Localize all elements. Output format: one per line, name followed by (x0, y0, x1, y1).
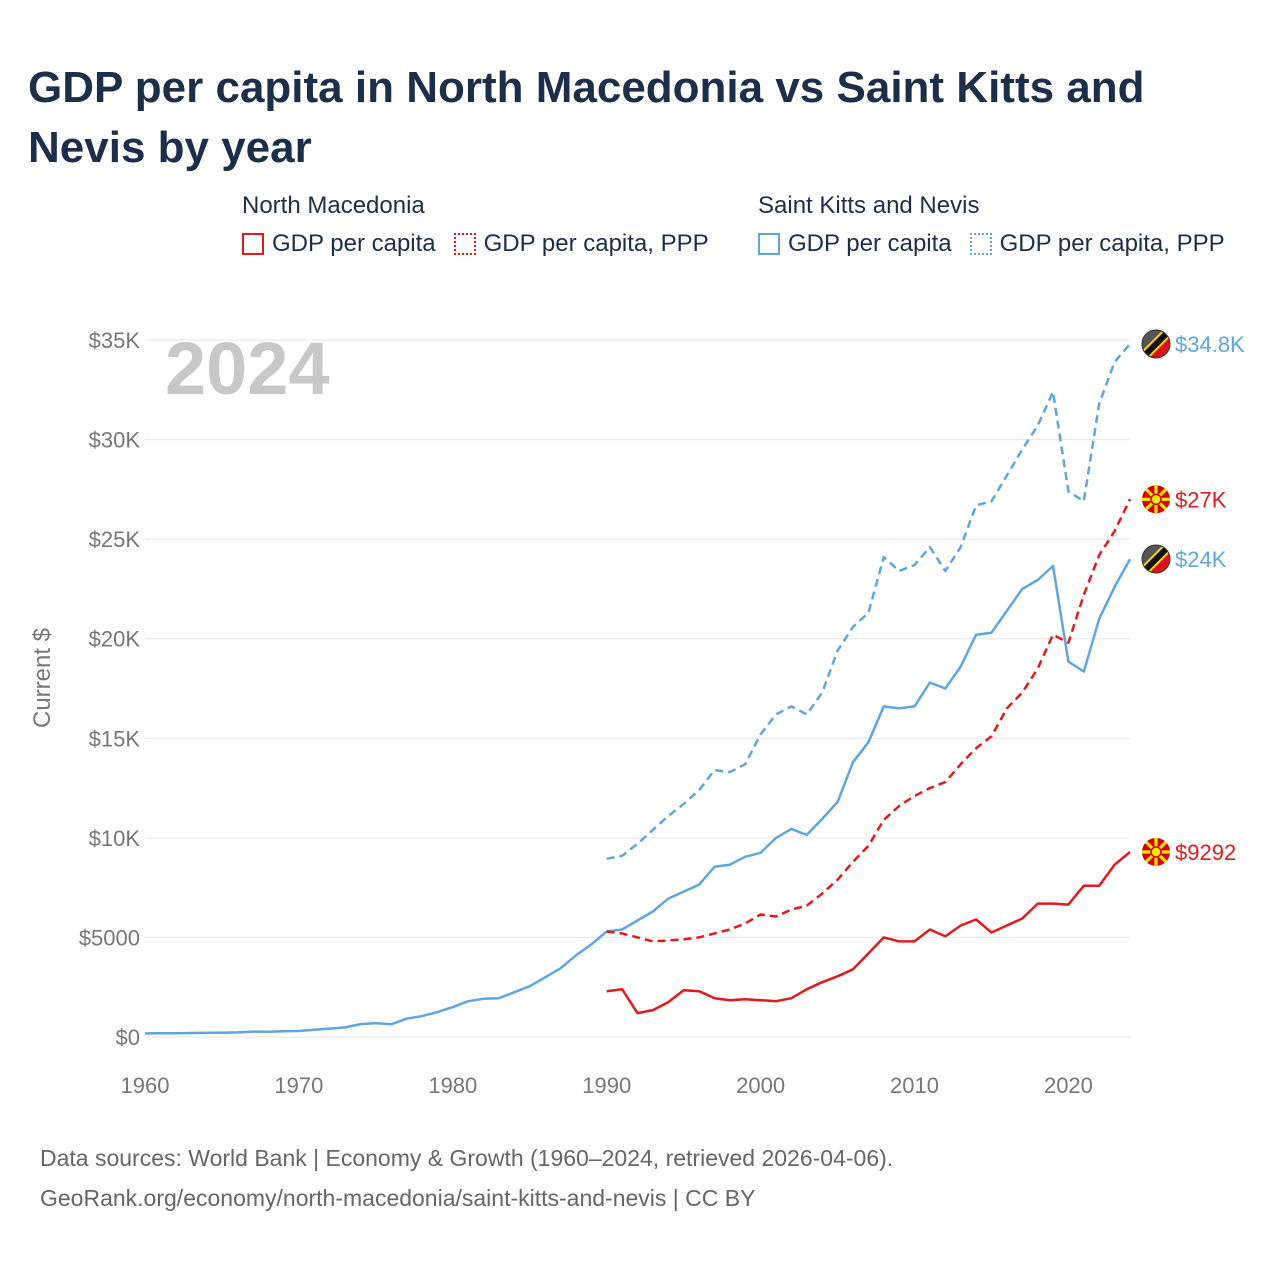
y-tick-label: $35K (89, 328, 141, 353)
legend-item-skn-gdp-ppp[interactable]: GDP per capita, PPP (969, 230, 1225, 258)
north-macedonia-flag-icon (1142, 837, 1170, 866)
chart-title: GDP per capita in North Macedonia vs Sai… (28, 63, 1145, 172)
x-tick-label: 2020 (1044, 1073, 1093, 1098)
north-macedonia-flag-icon (1142, 485, 1170, 514)
y-tick-label: $25K (89, 527, 141, 552)
x-tick-label: 1980 (428, 1073, 477, 1098)
legend-swatch-solid-icon (758, 233, 780, 255)
series-end-label: $24K (1175, 547, 1227, 572)
saint-kitts-flag-icon (1141, 544, 1171, 574)
series-line-3[interactable] (606, 498, 1132, 943)
legend-group-saint-kitts: Saint Kitts and Nevis GDP per capita GDP… (758, 192, 1243, 258)
legend-group-north-macedonia: North Macedonia GDP per capita GDP per c… (242, 192, 727, 258)
x-tick-label: 1970 (274, 1073, 323, 1098)
series-line-2[interactable] (606, 851, 1131, 1015)
y-tick-label: $5000 (79, 925, 140, 950)
footer: Data sources: World Bank | Economy & Gro… (40, 1138, 893, 1218)
legend-swatch-solid-icon (242, 233, 264, 255)
y-tick-label: $0 (116, 1025, 140, 1050)
y-tick-label: $15K (89, 726, 141, 751)
year-watermark: 2024 (165, 327, 330, 410)
y-tick-label: $20K (89, 627, 141, 652)
series-end-label: $27K (1175, 487, 1227, 512)
legend-swatch-dotted-icon (453, 233, 476, 255)
series-line-0[interactable] (144, 558, 1132, 1035)
legend-label: GDP per capita, PPP (483, 230, 709, 257)
x-tick-label: 2010 (890, 1073, 939, 1098)
y-tick-label: $10K (89, 826, 141, 851)
legend-item-skn-gdp[interactable]: GDP per capita (758, 230, 952, 258)
legend-group-title: Saint Kitts and Nevis (758, 192, 980, 219)
saint-kitts-flag-icon (1141, 329, 1171, 359)
series-end-label: $9292 (1175, 840, 1236, 865)
x-tick-label: 1990 (582, 1073, 631, 1098)
series-line-1[interactable] (606, 343, 1131, 861)
legend-label: GDP per capita, PPP (999, 230, 1225, 257)
legend-group-title: North Macedonia (242, 192, 425, 219)
footer-attribution[interactable]: GeoRank.org/economy/north-macedonia/sain… (40, 1185, 756, 1211)
footer-sources: Data sources: World Bank | Economy & Gro… (40, 1145, 894, 1171)
legend-swatch-dotted-icon (969, 233, 992, 255)
y-tick-label: $30K (89, 428, 141, 453)
series-end-label: $34.8K (1175, 332, 1245, 357)
y-axis-label: Current $ (29, 628, 56, 728)
legend-label: GDP per capita (788, 230, 952, 257)
legend-label: GDP per capita (272, 230, 436, 257)
line-chart: $0 $5000 $10K $15K $20K $25K $30K $35K 1960 1970 1… (29, 327, 1245, 1098)
legend-item-nm-gdp-ppp[interactable]: GDP per capita, PPP (453, 230, 709, 258)
x-tick-label: 2000 (736, 1073, 785, 1098)
x-tick-label: 1960 (121, 1073, 170, 1098)
legend-item-nm-gdp[interactable]: GDP per capita (242, 230, 436, 258)
